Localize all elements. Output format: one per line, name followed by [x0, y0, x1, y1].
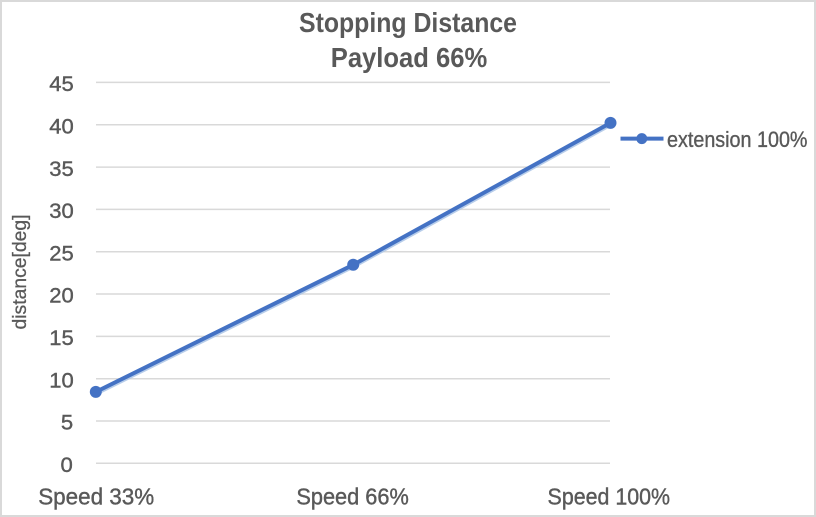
- svg-text:40: 40: [49, 114, 74, 138]
- svg-text:Speed 100%: Speed 100%: [548, 484, 671, 510]
- svg-text:45: 45: [49, 72, 74, 96]
- svg-text:Payload 66%: Payload 66%: [331, 42, 488, 73]
- svg-text:25: 25: [49, 241, 74, 265]
- svg-text:Speed 66%: Speed 66%: [296, 484, 409, 510]
- svg-text:20: 20: [49, 284, 74, 308]
- svg-text:extension 100%: extension 100%: [667, 127, 808, 152]
- svg-text:15: 15: [49, 326, 74, 350]
- svg-text:5: 5: [61, 411, 73, 435]
- svg-text:30: 30: [49, 199, 74, 223]
- svg-text:Stopping Distance: Stopping Distance: [299, 7, 517, 38]
- svg-text:distance[deg]: distance[deg]: [9, 214, 31, 329]
- svg-text:10: 10: [49, 368, 74, 392]
- svg-text:Speed 33%: Speed 33%: [38, 484, 154, 510]
- svg-text:35: 35: [49, 157, 74, 181]
- svg-text:0: 0: [61, 453, 73, 477]
